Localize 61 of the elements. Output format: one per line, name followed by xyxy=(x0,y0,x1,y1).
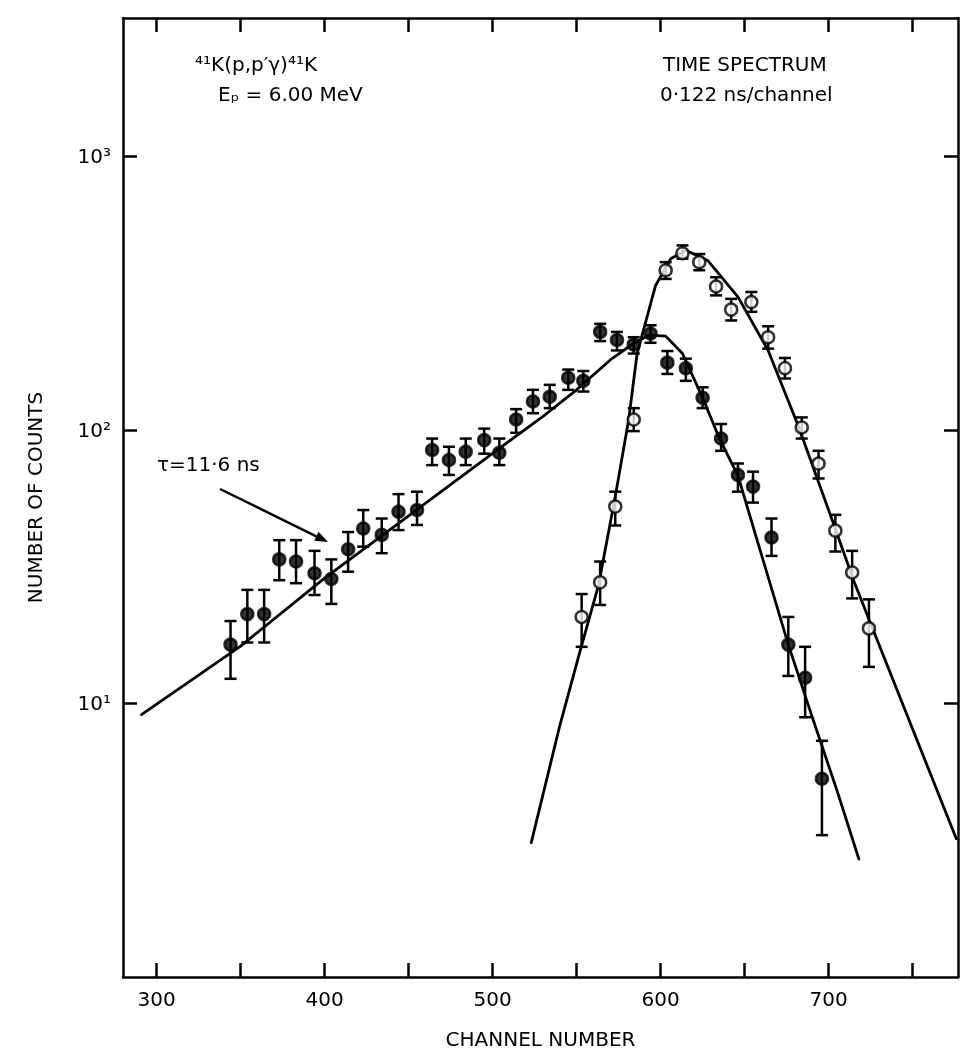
point xyxy=(660,355,675,370)
point xyxy=(794,420,809,435)
point xyxy=(797,670,813,686)
point xyxy=(608,499,623,514)
point xyxy=(542,389,557,405)
annotation: τ=11·6 ns xyxy=(157,452,260,476)
point xyxy=(695,390,710,405)
annotation: 0·122 ns/channel xyxy=(660,82,833,106)
point xyxy=(458,444,473,459)
point xyxy=(760,329,776,345)
point xyxy=(811,456,826,471)
point xyxy=(643,326,658,341)
point xyxy=(525,394,541,409)
x-tick-label: 300 xyxy=(137,987,176,1011)
point xyxy=(476,432,492,448)
point xyxy=(678,360,694,376)
point xyxy=(307,566,322,581)
point xyxy=(574,609,589,625)
point xyxy=(745,479,761,494)
point xyxy=(508,412,524,427)
point xyxy=(374,527,389,543)
point xyxy=(356,521,371,536)
point xyxy=(828,523,843,538)
point xyxy=(223,637,238,652)
point xyxy=(324,571,339,587)
x-tick-label: 700 xyxy=(809,987,848,1011)
x-axis-title: CHANNEL NUMBER xyxy=(445,1027,636,1051)
x-tick-label: 600 xyxy=(641,987,680,1011)
point xyxy=(861,621,877,636)
point xyxy=(288,554,304,569)
point xyxy=(777,360,793,376)
point xyxy=(764,530,779,545)
y-axis-title: NUMBER OF COUNTS xyxy=(23,391,47,604)
x-tick-label: 500 xyxy=(473,987,512,1011)
point xyxy=(626,412,641,427)
x-tick-label: 400 xyxy=(305,987,344,1011)
point xyxy=(409,502,425,518)
point xyxy=(492,445,507,461)
point xyxy=(723,302,739,317)
point xyxy=(391,504,406,519)
point xyxy=(272,552,287,567)
point xyxy=(441,452,457,468)
point xyxy=(814,771,830,787)
y-tick-label: 10³ xyxy=(77,144,111,169)
point xyxy=(781,637,796,652)
point xyxy=(713,431,729,446)
point xyxy=(256,606,272,622)
point xyxy=(592,575,608,590)
point xyxy=(340,541,356,557)
point xyxy=(240,606,255,622)
annotation: TIME SPECTRUM xyxy=(662,52,827,76)
point xyxy=(424,442,440,458)
point xyxy=(744,294,759,310)
point xyxy=(609,332,625,348)
annotation: ⁴¹K(p,p′γ)⁴¹K xyxy=(195,52,318,76)
point xyxy=(576,373,591,389)
annotation: Eₚ = 6.00 MeV xyxy=(218,82,364,106)
point xyxy=(844,565,860,580)
point xyxy=(730,467,746,483)
y-tick-label: 10² xyxy=(77,417,111,442)
y-tick-label: 10¹ xyxy=(77,691,111,716)
